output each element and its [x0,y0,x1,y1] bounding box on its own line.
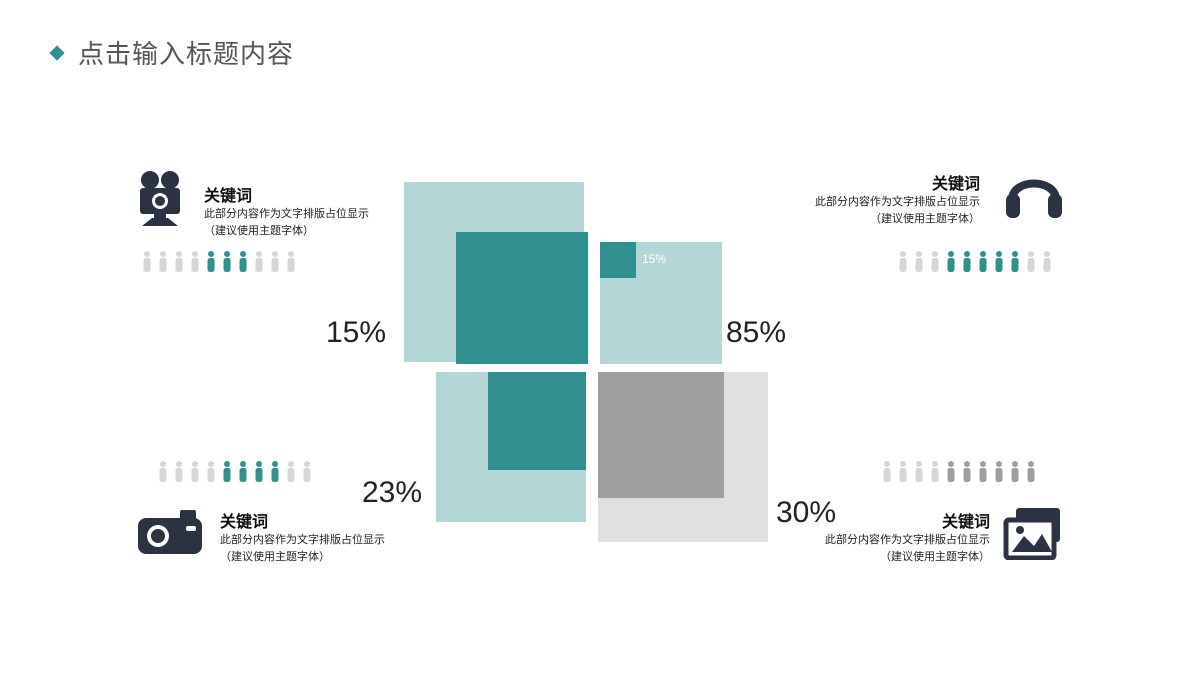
desc-line: （建议使用主题字体） [790,211,980,228]
center-square-label: 15% [642,252,666,266]
people-row-headphone [896,250,1054,274]
desc-line: （建议使用主题字体） [204,223,394,240]
desc-line: （建议使用主题字体） [800,549,990,566]
people-row-camera [156,460,314,484]
camera-icon [136,508,204,561]
keyword-label: 关键词 [220,508,410,532]
keyword-label: 关键词 [800,508,990,532]
title-bullet-icon [48,44,66,62]
page-title: 点击输入标题内容 [78,34,294,71]
center-square: 15% [600,242,636,278]
desc-line: 此部分内容作为文字排版占位显示 [790,194,980,211]
video-camera-icon [136,170,196,231]
item-text-video: 关键词 此部分内容作为文字排版占位显示 （建议使用主题字体） [204,182,394,239]
percent-label: 23% [362,476,422,510]
percent-label: 15% [326,316,386,350]
people-row-video [140,250,298,274]
keyword-label: 关键词 [790,170,980,194]
desc-line: 此部分内容作为文字排版占位显示 [220,532,410,549]
pictures-icon [1002,506,1066,565]
item-text-camera: 关键词 此部分内容作为文字排版占位显示 （建议使用主题字体） [220,508,410,565]
desc-line: 此部分内容作为文字排版占位显示 [800,532,990,549]
keyword-label: 关键词 [204,182,394,206]
desc-line: 此部分内容作为文字排版占位显示 [204,206,394,223]
center-square [456,232,588,364]
center-square [488,372,586,470]
center-square [598,372,724,498]
item-text-picture: 关键词 此部分内容作为文字排版占位显示 （建议使用主题字体） [800,508,990,565]
percent-label: 85% [726,316,786,350]
item-text-headphone: 关键词 此部分内容作为文字排版占位显示 （建议使用主题字体） [790,170,980,227]
headphones-icon [1002,164,1066,227]
desc-line: （建议使用主题字体） [220,549,410,566]
people-row-picture [880,460,1038,484]
